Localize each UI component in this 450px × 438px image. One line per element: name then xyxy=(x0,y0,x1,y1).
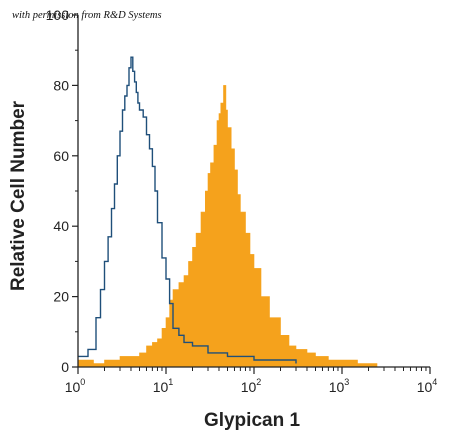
x-tick-label: 103 xyxy=(329,377,350,395)
y-tick-label: 20 xyxy=(53,289,69,305)
permission-note: with permission from R&D Systems xyxy=(12,10,162,21)
y-tick-label: 60 xyxy=(53,148,69,164)
histogram-series-filled xyxy=(77,85,378,368)
y-axis: 0 20 40 60 80 100 xyxy=(46,7,79,375)
y-tick-label: 100 xyxy=(46,7,70,23)
y-tick-label: 0 xyxy=(61,359,69,375)
histogram-series-outline xyxy=(78,56,297,364)
x-axis-label: Glypican 1 xyxy=(204,410,301,431)
x-axis: 100 101 102 103 104 xyxy=(65,366,438,395)
x-tick-label: 104 xyxy=(417,377,438,395)
plot-area xyxy=(77,56,378,368)
y-axis-label: Relative Cell Number xyxy=(8,100,29,291)
y-tick-label: 80 xyxy=(53,77,69,93)
x-tick-label: 100 xyxy=(65,377,86,395)
y-tick-label: 40 xyxy=(53,218,69,234)
x-tick-label: 102 xyxy=(241,377,262,395)
x-tick-label: 101 xyxy=(153,377,174,395)
